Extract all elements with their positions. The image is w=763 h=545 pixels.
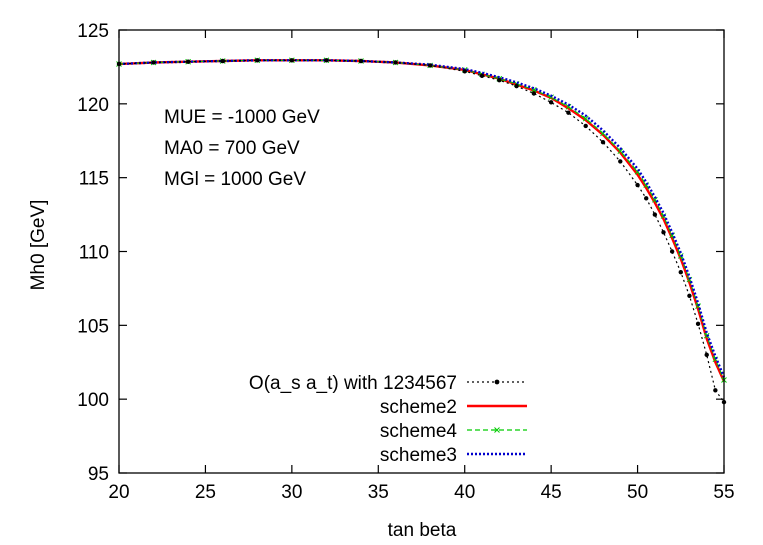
series-layer — [116, 57, 727, 405]
legend-label-series-1: O(a_s a_t) with 1234567 — [249, 373, 457, 394]
series-1-point — [618, 159, 623, 164]
series-1-point — [669, 249, 675, 254]
series-1-point — [220, 58, 225, 64]
series-1-point — [687, 293, 692, 298]
series-1-point — [600, 140, 606, 145]
x-axis-title: tan beta — [388, 520, 457, 541]
x-tick-label: 35 — [368, 482, 389, 503]
annotation-mgl: MGl = 1000 GeV — [164, 169, 306, 190]
x-tick-label: 45 — [541, 482, 562, 503]
series-1-point — [514, 83, 519, 89]
series-1-point — [324, 58, 329, 63]
series-1-point — [151, 60, 156, 65]
y-axis-title: Mh0 [GeV] — [28, 200, 49, 291]
series-1-point — [548, 100, 554, 105]
series-1-point — [497, 78, 502, 83]
series-1-point — [661, 230, 666, 235]
series-1-point — [185, 59, 191, 64]
series-1-point — [713, 388, 718, 393]
series-1-point — [583, 123, 588, 129]
legend-marker-series-1 — [494, 379, 500, 385]
series-1-point — [427, 63, 433, 68]
annotation-ma0: MA0 = 700 GeV — [164, 138, 300, 159]
series-1-point — [255, 58, 260, 63]
x-tick-label: 40 — [454, 482, 475, 503]
series-1-point — [462, 69, 467, 74]
x-tick-label: 25 — [195, 482, 216, 503]
series-1-point — [566, 110, 571, 115]
series-3-point — [548, 94, 554, 101]
x-tick-label: 50 — [627, 482, 648, 503]
annotation-mue: MUE = -1000 GeV — [164, 107, 320, 128]
ticks-layer: 20 25 30 35 40 45 50 55 95 100 105 110 115 120 125 — [77, 21, 734, 503]
legend: O(a_s a_t) with 1234567 scheme2 scheme4 … — [249, 373, 527, 466]
y-tick-label: 125 — [77, 21, 109, 42]
legend-swatches — [467, 379, 527, 456]
x-tick-label: 30 — [281, 482, 302, 503]
plot-frame — [118, 29, 725, 474]
series-1-point — [704, 352, 709, 358]
y-tick-label: 100 — [77, 390, 109, 411]
series-1-point — [635, 182, 640, 188]
series-1-point — [652, 212, 658, 217]
series-3-point — [582, 115, 589, 122]
legend-label-series-2: scheme2 — [380, 397, 457, 418]
series-1-point — [479, 73, 485, 78]
legend-label-series-4: scheme3 — [380, 445, 457, 466]
legend-label-series-3: scheme4 — [380, 421, 458, 442]
series-1-point — [644, 196, 649, 201]
y-tick-label: 110 — [79, 243, 109, 264]
x-tick-label: 55 — [713, 482, 734, 503]
series-1-point — [695, 321, 701, 327]
series-1-point — [531, 91, 537, 96]
series-1-point — [393, 60, 398, 65]
y-tick-label: 95 — [88, 464, 109, 485]
x-tick-label: 20 — [108, 482, 129, 503]
series-1-point — [678, 269, 683, 275]
y-tick-label: 115 — [79, 169, 109, 190]
series-1-point — [358, 58, 364, 64]
y-tick-label: 105 — [77, 316, 109, 337]
series-3-point — [617, 148, 624, 154]
legend-marker-series-3 — [494, 427, 500, 433]
series-1-point — [289, 58, 295, 63]
y-tick-label: 120 — [77, 95, 109, 116]
